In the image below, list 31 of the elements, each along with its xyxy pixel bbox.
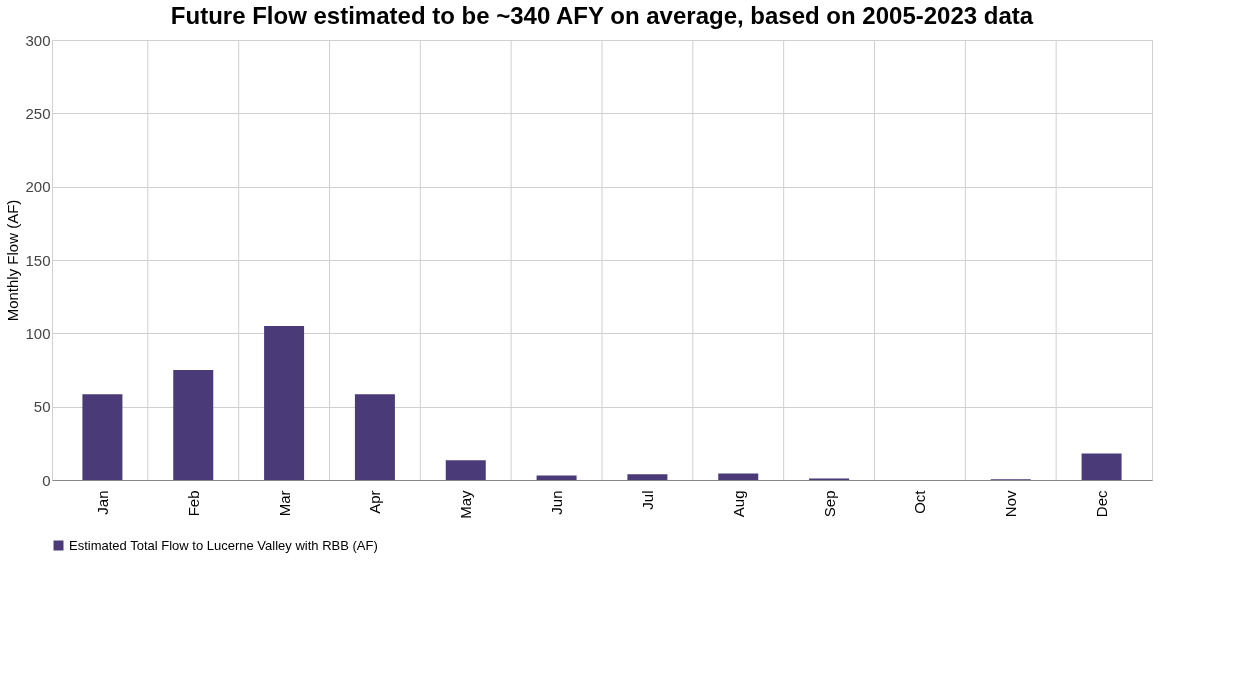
x-tick-label: Jan xyxy=(93,490,111,515)
y-axis-title: Monthly Flow (AF) xyxy=(4,199,22,322)
x-tick-label: Jul xyxy=(638,490,656,510)
bar xyxy=(718,473,759,480)
x-tick-label: Jun xyxy=(548,490,566,515)
bar xyxy=(627,474,668,480)
bar xyxy=(1081,453,1122,480)
x-tick-label: Nov xyxy=(1002,490,1020,518)
y-tick-label: 150 xyxy=(25,251,51,269)
x-tick-label: Mar xyxy=(275,490,293,517)
y-tick-label: 0 xyxy=(42,471,51,489)
x-tick-label: Aug xyxy=(729,490,747,518)
y-tick-label: 250 xyxy=(25,104,51,122)
x-tick-label: Apr xyxy=(366,490,384,514)
bar xyxy=(173,370,214,480)
bar xyxy=(354,394,395,480)
bar xyxy=(445,460,486,480)
chart-title: Future Flow estimated to be ~340 AFY on average, based on 2005-2023 data xyxy=(170,2,1034,29)
x-tick-label: Dec xyxy=(1093,490,1111,518)
y-tick-label: 100 xyxy=(25,324,51,342)
y-tick-label: 300 xyxy=(25,31,51,49)
bar xyxy=(264,326,305,480)
legend-label: Estimated Total Flow to Lucerne Valley with RBB (AF) xyxy=(69,537,378,553)
x-tick-label: Feb xyxy=(184,490,202,517)
y-tick-label: 50 xyxy=(33,398,51,416)
bar xyxy=(536,475,577,480)
x-tick-label: Oct xyxy=(911,489,929,514)
y-tick-label: 200 xyxy=(25,178,51,196)
x-tick-label: May xyxy=(457,490,475,519)
bar xyxy=(82,394,123,480)
x-tick-label: Sep xyxy=(820,490,838,518)
